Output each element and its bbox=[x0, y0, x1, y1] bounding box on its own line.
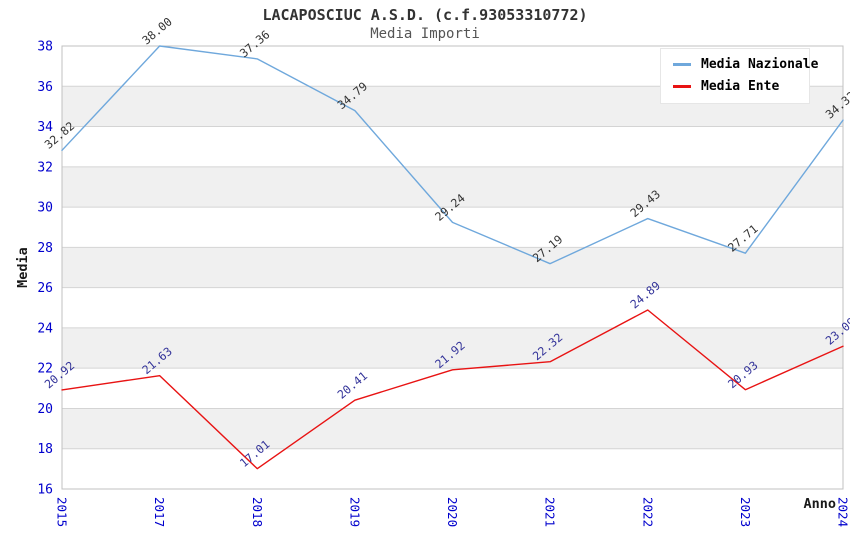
y-tick-label: 26 bbox=[37, 281, 53, 296]
x-tick-label: 2024 bbox=[836, 497, 850, 527]
y-tick-label: 32 bbox=[37, 160, 53, 175]
plot-band bbox=[62, 166, 843, 208]
series-line bbox=[61, 45, 844, 265]
x-tick-label: 2020 bbox=[445, 497, 460, 527]
x-axis-title: Anno bbox=[803, 496, 836, 512]
x-tick-label: 2023 bbox=[738, 497, 753, 527]
legend-label: Media Nazionale bbox=[701, 57, 819, 72]
y-tick-label: 22 bbox=[37, 362, 53, 377]
x-tick-label: 2019 bbox=[347, 497, 362, 527]
plot-band bbox=[62, 327, 843, 369]
y-tick-label: 24 bbox=[37, 321, 53, 336]
legend: Media Nazionale Media Ente bbox=[660, 48, 818, 104]
legend-swatch-line bbox=[673, 85, 691, 88]
y-tick-label: 28 bbox=[37, 241, 53, 256]
legend-item: Media Ente bbox=[673, 79, 799, 94]
y-tick-label: 38 bbox=[37, 40, 53, 55]
series-line bbox=[61, 309, 844, 470]
plot-frame bbox=[61, 45, 844, 490]
y-axis-title: Media bbox=[15, 247, 31, 288]
legend-label: Media Ente bbox=[701, 79, 780, 94]
x-tick-label: 2018 bbox=[250, 497, 265, 527]
x-tick-label: 2017 bbox=[152, 497, 167, 527]
x-tick-label: 2021 bbox=[543, 497, 558, 527]
y-tick-label: 30 bbox=[37, 201, 53, 216]
y-tick-label: 18 bbox=[37, 442, 53, 457]
x-tick-label: 2022 bbox=[640, 497, 655, 527]
y-tick-label: 16 bbox=[37, 483, 53, 498]
y-tick-label: 34 bbox=[37, 120, 53, 135]
chart-title: LACAPOSCIUC A.S.D. (c.f.93053310772) bbox=[262, 6, 588, 24]
plot-band bbox=[62, 247, 843, 288]
legend-swatch-line bbox=[673, 63, 691, 66]
x-tick-label: 2015 bbox=[55, 497, 70, 527]
plot-band bbox=[62, 408, 843, 449]
legend-item: Media Nazionale bbox=[673, 57, 818, 72]
point-label: 38.00 bbox=[139, 14, 175, 47]
y-tick-label: 20 bbox=[37, 402, 53, 417]
point-label: 37.36 bbox=[237, 27, 273, 60]
chart-subtitle: Media Importi bbox=[370, 26, 480, 42]
y-tick-label: 36 bbox=[37, 80, 53, 95]
